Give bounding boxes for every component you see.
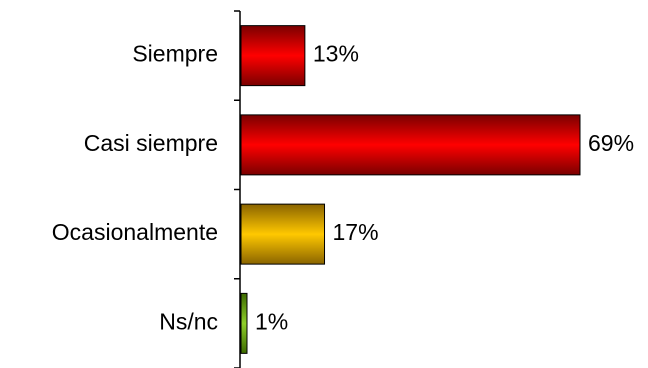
bar-2 (240, 203, 326, 265)
bar-3 (240, 292, 248, 354)
data-label: 69% (588, 130, 634, 156)
category-label: Casi siempre (84, 130, 218, 156)
bar-0 (240, 25, 306, 87)
data-label: 1% (255, 308, 288, 334)
bars-group (240, 25, 581, 354)
category-axis-ticks (234, 10, 240, 368)
category-label: Ns/nc (159, 308, 218, 334)
data-labels-group: 13% 69% 17% 1% (255, 41, 634, 335)
category-label: Siempre (132, 41, 218, 67)
category-labels-group: Siempre Casi siempre Ocasionalmente Ns/nc (52, 41, 218, 335)
data-label: 13% (313, 41, 359, 67)
bar-1 (240, 114, 581, 176)
category-label: Ocasionalmente (52, 219, 218, 245)
data-label: 17% (333, 219, 379, 245)
